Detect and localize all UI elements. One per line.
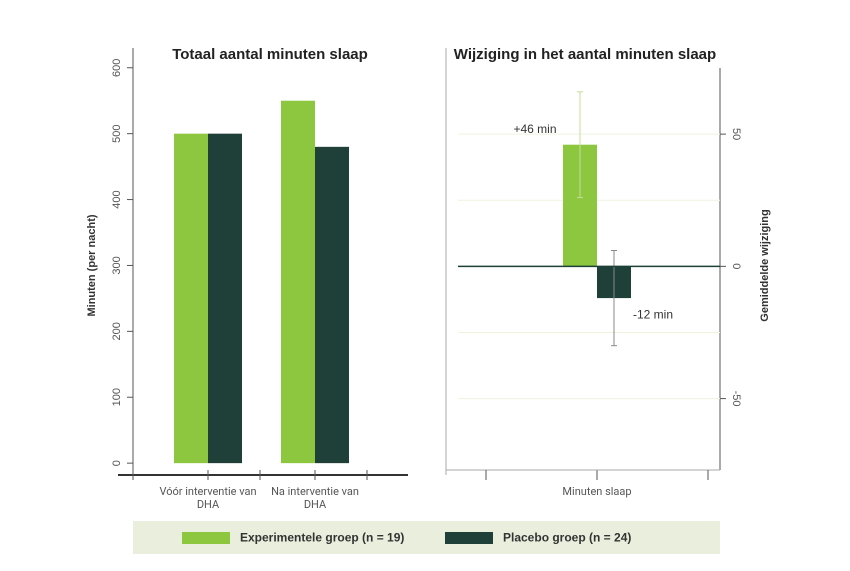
- y-tick-label: 600: [111, 59, 123, 77]
- y-tick-label: 400: [111, 190, 123, 208]
- x-tick-label: Minuten slaap: [562, 485, 632, 498]
- value-label: +46 min: [513, 122, 556, 136]
- bar: [208, 133, 242, 464]
- legend-label: Experimentele groep (n = 19): [240, 531, 404, 545]
- bar: [174, 133, 208, 464]
- legend-swatch: [445, 532, 493, 544]
- legend-label: Placebo groep (n = 24): [503, 531, 631, 545]
- y-axis-label: Gemiddelde wijziging: [759, 209, 771, 321]
- y-tick-label: 100: [111, 388, 123, 406]
- y-tick-label: 500: [111, 124, 123, 142]
- y-tick-label: 0: [111, 460, 123, 466]
- value-label: -12 min: [633, 307, 673, 321]
- chart-title: Wijziging in het aantal minuten slaap: [454, 46, 716, 63]
- x-tick-label: Vóór interventie van DHA: [159, 485, 257, 511]
- legend-box: [133, 521, 720, 554]
- y-axis-label: Minuten (per nacht): [86, 214, 98, 316]
- y-tick-label: -50: [730, 391, 742, 407]
- chart-title: Totaal aantal minuten slaap: [172, 46, 368, 63]
- y-tick-label: 300: [111, 256, 123, 274]
- x-tick-label: Na interventie van DHA: [271, 485, 359, 511]
- bar: [281, 100, 315, 464]
- y-tick-label: 50: [730, 128, 742, 140]
- bar: [315, 146, 349, 464]
- y-tick-label: 0: [730, 263, 742, 269]
- y-tick-label: 200: [111, 322, 123, 340]
- legend-swatch: [182, 532, 230, 544]
